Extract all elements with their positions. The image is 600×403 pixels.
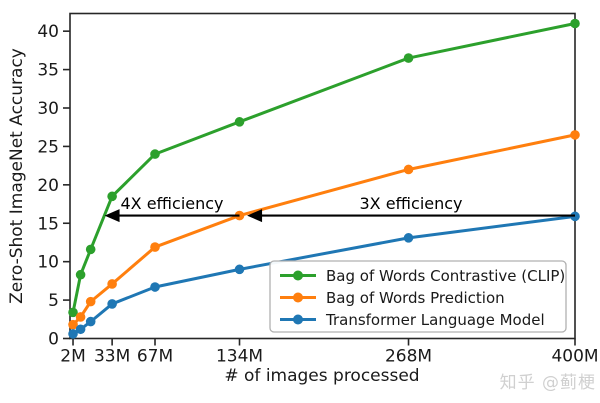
legend-label-clip: Bag of Words Contrastive (CLIP) xyxy=(326,267,565,285)
data-point xyxy=(85,296,96,307)
arrow-head-left-icon xyxy=(104,209,120,223)
x-tick-label: 268M xyxy=(385,347,432,367)
efficiency-arrow xyxy=(247,209,575,223)
data-point xyxy=(403,233,414,243)
y-axis-label: Zero-Shot ImageNet Accuracy xyxy=(7,48,27,304)
data-point xyxy=(85,316,96,327)
data-point xyxy=(68,319,78,330)
y-tick-label: 15 xyxy=(37,214,59,234)
y-tick-label: 35 xyxy=(37,61,59,81)
data-point xyxy=(75,269,86,280)
y-tick-label: 5 xyxy=(48,291,59,311)
y-tick-label: 20 xyxy=(37,176,59,196)
y-tick-label: 25 xyxy=(37,137,59,157)
data-point xyxy=(85,244,96,255)
data-point xyxy=(403,164,414,175)
series-layer xyxy=(68,18,580,339)
efficiency-arrow xyxy=(104,209,240,223)
data-point xyxy=(75,324,86,335)
legend-markers xyxy=(280,270,316,325)
legend-label-transformer-lm: Transformer Language Model xyxy=(325,311,545,329)
x-tick-label: 67M xyxy=(137,347,173,367)
annotation-4x-efficiency: 4X efficiency xyxy=(120,194,223,213)
legend-label-bow-prediction: Bag of Words Prediction xyxy=(326,289,505,307)
axes-layer: 0 5 10 15 20 25 30 35 40 2M 33M 67M 134M 268M 400M xyxy=(37,12,599,367)
data-point xyxy=(570,18,580,29)
x-tick-label: 2M xyxy=(60,347,85,367)
data-point xyxy=(570,130,580,140)
annotation-layer xyxy=(104,209,575,223)
legend-marker-dot xyxy=(293,314,303,325)
y-tick-label: 30 xyxy=(37,99,59,119)
data-point xyxy=(107,279,117,289)
x-tick-label: 134M xyxy=(216,347,263,367)
data-point xyxy=(403,53,414,63)
legend-marker-dot xyxy=(293,292,303,303)
x-tick-label: 33M xyxy=(94,347,130,367)
data-point xyxy=(107,299,117,309)
y-tick-label: 10 xyxy=(37,253,59,273)
plot-border xyxy=(69,12,576,340)
data-point xyxy=(150,149,160,159)
data-point xyxy=(68,307,78,318)
data-point xyxy=(150,242,160,252)
data-point xyxy=(150,282,160,292)
arrow-head-left-icon xyxy=(247,209,263,223)
x-tick-label: 400M xyxy=(551,347,598,367)
data-point xyxy=(234,264,245,275)
series-transformer-language-model xyxy=(68,211,580,339)
series-bag-of-words-prediction xyxy=(68,130,580,330)
x-axis-label: # of images processed xyxy=(224,366,419,386)
y-tick-label: 40 xyxy=(37,22,59,42)
data-point xyxy=(107,191,117,202)
legend-box xyxy=(269,260,567,333)
data-point xyxy=(234,117,245,127)
y-tick-label: 0 xyxy=(48,330,59,350)
series-bag-of-words-contrastive-clip- xyxy=(68,18,580,318)
data-point xyxy=(75,312,86,322)
watermark-zhihu: 知乎 @蓟梗 xyxy=(500,373,596,393)
legend: Bag of Words Contrastive (CLIP) Bag of W… xyxy=(269,260,567,333)
annotation-3x-efficiency: 3X efficiency xyxy=(359,194,462,213)
data-point xyxy=(68,329,78,339)
legend-marker-dot xyxy=(293,270,303,281)
